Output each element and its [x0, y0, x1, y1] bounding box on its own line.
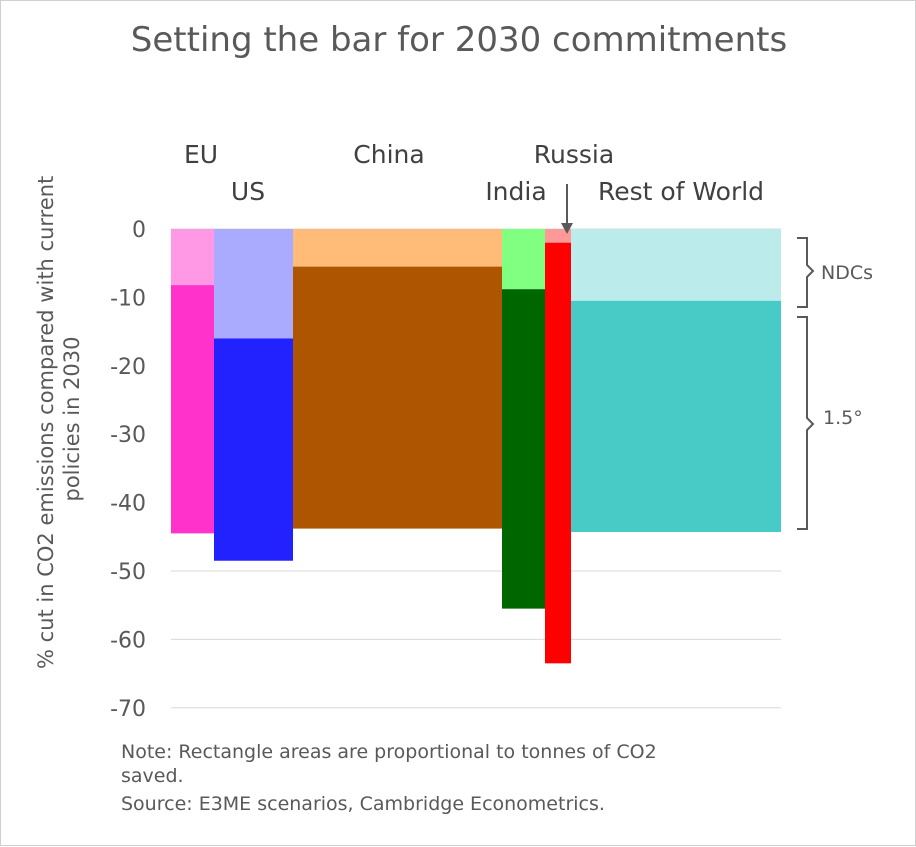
y-tick-label: -50: [110, 560, 146, 585]
y-axis-ticks: 0 -10 -20 -30 -40 -50 -60 -70: [110, 218, 146, 722]
y-tick-label: -70: [110, 697, 146, 722]
note-line-1: Note: Rectangle areas are proportional t…: [121, 741, 657, 763]
category-label-rest-of-world: Rest of World: [598, 177, 764, 206]
target-annotation: 1.5°: [823, 407, 863, 429]
y-tick-label: -20: [110, 355, 146, 380]
category-label-india: India: [485, 177, 546, 206]
category-label-china: China: [353, 140, 424, 169]
bars: [171, 229, 781, 664]
category-label-us: US: [231, 177, 265, 206]
ndc-annotation: NDCs: [821, 262, 873, 284]
y-axis-label-line1: % cut in CO2 emissions compared with cur…: [34, 176, 58, 669]
bar-ndc-india: [502, 229, 545, 290]
bar-ndc-russia: [545, 229, 571, 243]
ndc-bracket: [797, 237, 815, 308]
category-label-eu: EU: [184, 140, 218, 169]
y-tick-label: -40: [110, 492, 146, 517]
bar-ndc-rest-of-world: [571, 229, 781, 301]
bar-1-5-rest-of-world: [571, 300, 781, 533]
y-axis-label: % cut in CO2 emissions compared with cur…: [34, 169, 84, 669]
bar-1-5-us: [214, 338, 293, 561]
bar-1-5-india: [502, 289, 545, 609]
target-bracket: [797, 316, 815, 530]
y-tick-label: 0: [132, 218, 146, 243]
bar-ndc-china: [293, 229, 502, 267]
y-tick-label: -60: [110, 628, 146, 653]
bar-1-5-china: [293, 266, 502, 529]
source-line: Source: E3ME scenarios, Cambridge Econom…: [121, 793, 605, 815]
russia-arrow-icon: [561, 184, 573, 234]
category-labels: EU US China India Russia Rest of World: [184, 140, 764, 206]
bar-ndc-us: [214, 229, 293, 339]
y-tick-label: -10: [110, 286, 146, 311]
bar-1-5-russia: [545, 242, 571, 664]
y-axis-label-line2: policies in 2030: [60, 336, 84, 501]
category-label-russia: Russia: [534, 140, 614, 169]
y-tick-label: -30: [110, 423, 146, 448]
bar-1-5-eu: [171, 285, 214, 534]
note-line-2: saved.: [121, 765, 184, 787]
chart-title: Setting the bar for 2030 commitments: [131, 20, 787, 60]
bar-ndc-eu: [171, 229, 214, 286]
